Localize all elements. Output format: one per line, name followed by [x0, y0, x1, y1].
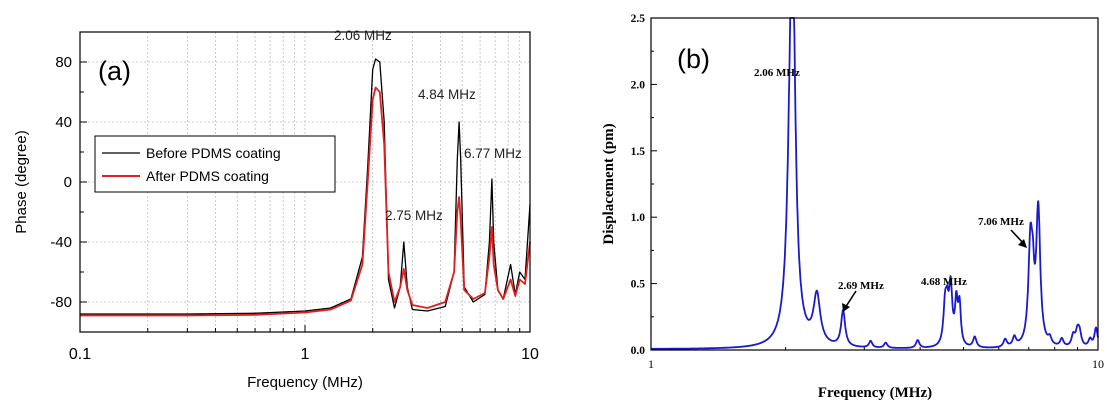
b-annotation-7-06: 7.06 MHz [978, 216, 1024, 228]
b-annotations: 2.06 MHz 2.69 MHz 4.68 MHz 7.06 MHz [754, 67, 1027, 312]
b-y-tick-label: 1.5 [631, 146, 646, 158]
a-y-tick-label: -80 [50, 294, 72, 311]
a-x-tick-label: 1 [301, 346, 310, 363]
a-y-tick-label: 0 [64, 174, 72, 191]
a-x-axis-label: Frequency (MHz) [247, 374, 363, 391]
b-annotation-2-06: 2.06 MHz [754, 67, 800, 79]
b-y-tick-label: 1.0 [631, 212, 646, 224]
a-annotation-4-84: 4.84 MHz [418, 87, 476, 102]
a-x-tick-label: 0.1 [69, 346, 91, 363]
a-annotation-2-75: 2.75 MHz [385, 208, 443, 223]
panel-b: 1 10 0.0 0.5 1.0 1.5 2.0 2.5 (b) Frequency (MHz… [601, 13, 1104, 401]
a-y-tick-label: -40 [50, 234, 72, 251]
b-y-tick-label: 2.0 [631, 79, 646, 91]
b-series-line [650, 17, 1099, 350]
a-annotations: 2.06 MHz 4.84 MHz 6.77 MHz 2.75 MHz [334, 28, 522, 223]
b-y-tick-label: 0.5 [631, 279, 646, 291]
b-ticks: 1 10 0.0 0.5 1.0 1.5 2.0 2.5 [631, 13, 1104, 371]
a-ticks: 0.1 1 10 80 40 0 -40 -80 [50, 31, 539, 363]
a-legend-label-before: Before PDMS coating [146, 145, 281, 161]
b-series-lines [650, 17, 1099, 350]
b-arrowhead-2-69 [842, 303, 850, 312]
b-arrowhead-7-06 [1018, 239, 1027, 248]
a-legend-box [94, 135, 336, 193]
b-plot-frame [650, 17, 1099, 351]
a-annotation-6-77: 6.77 MHz [464, 146, 522, 161]
b-annotation-4-68: 4.68 MHz [921, 276, 967, 288]
a-series-line-after [80, 86, 531, 317]
a-y-tick-label: 40 [55, 114, 72, 131]
a-legend-label-after: After PDMS coating [146, 168, 269, 184]
a-panel-label: (a) [98, 56, 131, 86]
b-annotation-2-69: 2.69 MHz [838, 280, 884, 292]
a-annotation-2-06: 2.06 MHz [334, 28, 392, 43]
b-arrow-2-69 [844, 290, 857, 309]
b-x-axis-label: Frequency (MHz) [818, 385, 932, 401]
panel-a: 0.1 1 10 80 40 0 -40 -80 (a) Frequency (MHz) Ph… [13, 28, 539, 391]
b-x-tick-label: 1 [648, 357, 654, 371]
b-y-tick-label: 0.0 [631, 345, 646, 357]
a-gridlines [79, 32, 530, 332]
b-panel-label: (b) [677, 44, 710, 74]
a-y-tick-label: 80 [55, 54, 72, 71]
b-x-tick-label: 10 [1092, 357, 1104, 371]
a-y-axis-label: Phase (degree) [13, 130, 30, 233]
b-y-tick-label: 2.5 [631, 13, 646, 25]
a-x-tick-label: 10 [521, 346, 539, 363]
a-legend: Before PDMS coating After PDMS coating [94, 135, 336, 193]
b-y-axis-label: Displacement (pm) [601, 123, 617, 244]
a-series-lines [80, 58, 531, 317]
